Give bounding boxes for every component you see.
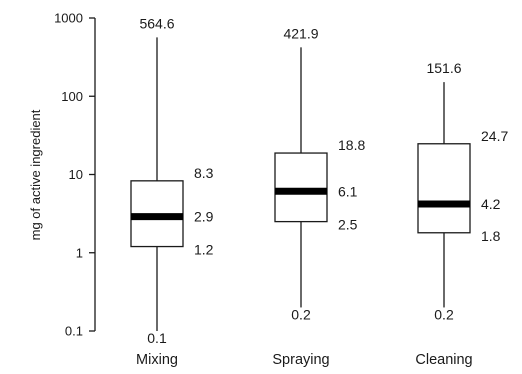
median-label: 2.9 xyxy=(194,209,214,225)
category-label: Spraying xyxy=(272,352,329,368)
box-iqr xyxy=(274,152,328,223)
max-label: 564.6 xyxy=(139,15,174,31)
q3-label: 24.7 xyxy=(481,128,508,144)
q3-label: 8.3 xyxy=(194,165,214,181)
y-axis-title: mg of active ingredient xyxy=(28,109,43,240)
max-label: 421.9 xyxy=(283,25,318,41)
category-label: Cleaning xyxy=(415,352,472,368)
median-label: 4.2 xyxy=(481,196,501,212)
min-label: 0.1 xyxy=(147,330,167,346)
max-label: 151.6 xyxy=(426,60,461,76)
box-iqr xyxy=(417,143,471,234)
min-label: 0.2 xyxy=(291,306,311,322)
median-label: 6.1 xyxy=(338,183,358,199)
y-tick-label: 0.1 xyxy=(65,324,83,339)
box-cleaning: 151.6 24.7 4.2 1.8 0.2 Cleaning xyxy=(415,60,508,368)
q1-label: 1.8 xyxy=(481,228,501,244)
min-label: 0.2 xyxy=(434,306,454,322)
y-tick-label: 100 xyxy=(61,89,83,104)
plot-area: 564.6 8.3 2.9 1.2 0.1 Mixing 421.9 18.8 6.1 2.5 0.… xyxy=(130,15,508,368)
y-tick-label: 10 xyxy=(69,167,83,182)
y-tick-label: 1000 xyxy=(54,11,83,26)
box-spraying: 421.9 18.8 6.1 2.5 0.2 Spraying xyxy=(272,25,365,368)
category-label: Mixing xyxy=(136,352,178,368)
y-tick-label: 1 xyxy=(76,245,83,260)
q1-label: 2.5 xyxy=(338,217,358,233)
y-axis: 1000 100 10 1 0.1 xyxy=(54,11,96,339)
q3-label: 18.8 xyxy=(338,137,365,153)
box-mixing: 564.6 8.3 2.9 1.2 0.1 Mixing xyxy=(130,15,214,368)
q1-label: 1.2 xyxy=(194,242,214,258)
